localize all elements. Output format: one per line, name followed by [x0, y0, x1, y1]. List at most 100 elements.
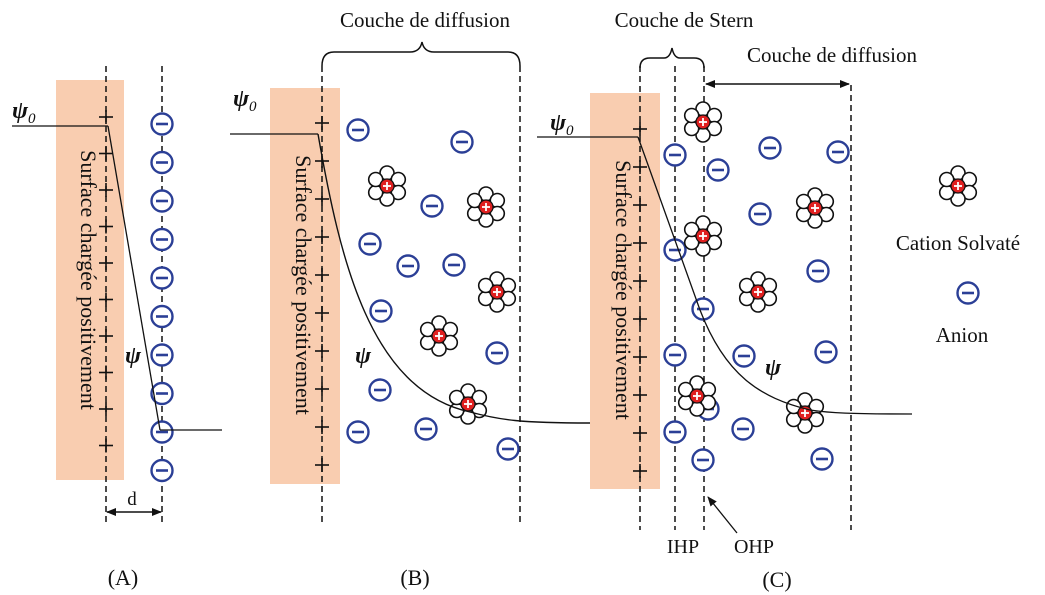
plus-charge: [315, 306, 329, 320]
legend-cation-icon: [938, 165, 978, 207]
plus-charge: [99, 365, 113, 380]
anion-icon: [691, 448, 715, 472]
anion-icon: [368, 378, 392, 402]
anion-icon: [150, 150, 174, 175]
plus-charge: [99, 219, 113, 234]
plus-charge: [633, 160, 647, 174]
solvated-cation-icon: [367, 165, 407, 207]
solvated-cation-icon: [448, 383, 488, 425]
anion-icon: [810, 447, 834, 471]
panel-c: Surface chargée positivement Couche de S…: [537, 8, 917, 592]
stern-brace: [639, 47, 705, 69]
surface-label-b: Surface chargée positivement: [291, 155, 316, 415]
plus-charge: [633, 350, 647, 364]
solvated-cation-icon: [677, 375, 717, 417]
anion-icon: [420, 194, 444, 218]
plus-charge: [99, 183, 113, 197]
surface-label-c: Surface chargée positivement: [611, 160, 636, 420]
ihp-label: IHP: [667, 536, 699, 558]
anion-icon: [150, 304, 174, 329]
plus-charges-a: [99, 110, 113, 453]
plus-charge: [633, 426, 647, 440]
diffuse-label-c: Couche de diffusion: [747, 43, 917, 67]
plus-charge: [633, 122, 647, 136]
potential-curve-b: [317, 133, 591, 424]
surface-label-a: Surface chargée positivement: [76, 150, 101, 410]
panel-b: Surface chargée positivement Couche de d…: [230, 8, 591, 590]
anion-icon: [731, 417, 755, 441]
anion-icon: [369, 299, 393, 323]
solvated-cation-icon: [419, 315, 459, 357]
anion-icon: [732, 344, 756, 368]
panel-label-b: (B): [400, 565, 429, 590]
surface-rect-c: [590, 93, 660, 489]
panel-label-a: (A): [108, 565, 139, 590]
diffuse-brace-b: [321, 41, 521, 67]
stern-label: Couche de Stern: [615, 8, 754, 32]
plus-charge: [315, 420, 329, 434]
anion-icon: [150, 420, 174, 444]
solvated-cation-icon: [466, 186, 506, 228]
psi0-label-c: ψ0: [550, 110, 574, 139]
plus-charge: [315, 192, 329, 206]
anion-icon: [758, 136, 782, 160]
ohp-label: OHP: [734, 536, 774, 558]
anion-icon: [663, 343, 687, 367]
psi-label-c: ψ: [765, 355, 782, 381]
anion-icon: [150, 112, 174, 136]
plus-charge: [633, 388, 647, 402]
anion-icon: [150, 189, 174, 213]
anion-icon: [396, 254, 420, 278]
anion-icon: [826, 140, 850, 164]
plus-charges-c: [633, 122, 647, 478]
plus-charge: [315, 116, 329, 130]
anion-icon: [358, 232, 382, 256]
plus-charge: [315, 268, 329, 282]
anion-icon: [706, 158, 730, 182]
plus-charge: [315, 458, 329, 472]
solvated-cation-icon: [795, 187, 835, 229]
anion-icon: [150, 343, 174, 367]
legend-cation-label: Cation Solvaté: [896, 231, 1020, 255]
anion-icon: [442, 253, 466, 277]
plus-charge: [99, 329, 113, 343]
anion-icon: [414, 417, 438, 441]
psi-label-a: ψ: [125, 343, 142, 369]
plus-charge: [315, 344, 329, 358]
legend-anion-icon: [956, 281, 980, 305]
anion-icon: [663, 238, 687, 262]
anion-icon: [150, 227, 174, 252]
plus-charge: [633, 312, 647, 326]
solvated-cation-icon: [477, 271, 517, 313]
psi-label-b: ψ: [355, 343, 372, 369]
plus-charge: [99, 292, 113, 307]
anion-icon: [814, 340, 838, 364]
anion-icon: [663, 143, 687, 167]
ohp-pointer: [707, 496, 738, 534]
diffuse-label-b: Couche de diffusion: [340, 8, 510, 32]
anion-icon: [806, 259, 830, 283]
plus-charge: [315, 382, 329, 396]
solvated-cation-icon: [738, 271, 778, 313]
plus-charge: [633, 464, 647, 478]
panel-a: Surface chargée positivement ψ0 ψ d (A): [12, 66, 222, 590]
solvated-cation-icon: [683, 215, 723, 257]
solvated-cation-icon: [785, 392, 825, 434]
plus-charge: [99, 110, 113, 124]
potential-drop-a: [107, 125, 161, 431]
legend: Cation Solvaté Anion: [896, 165, 1020, 347]
surface-rect-b: [270, 88, 340, 484]
panel-label-c: (C): [762, 567, 791, 592]
plus-charge: [99, 438, 113, 453]
plus-charge: [99, 256, 113, 270]
anion-icon: [748, 202, 772, 226]
psi0-label-a: ψ0: [12, 98, 36, 127]
anion-icon: [485, 341, 509, 365]
plus-charge: [99, 146, 113, 161]
anion-icon: [450, 130, 474, 154]
legend-anion-label: Anion: [936, 323, 989, 347]
plus-charge: [633, 236, 647, 250]
anion-icon: [663, 420, 687, 444]
surface-rect-a: [56, 80, 124, 480]
